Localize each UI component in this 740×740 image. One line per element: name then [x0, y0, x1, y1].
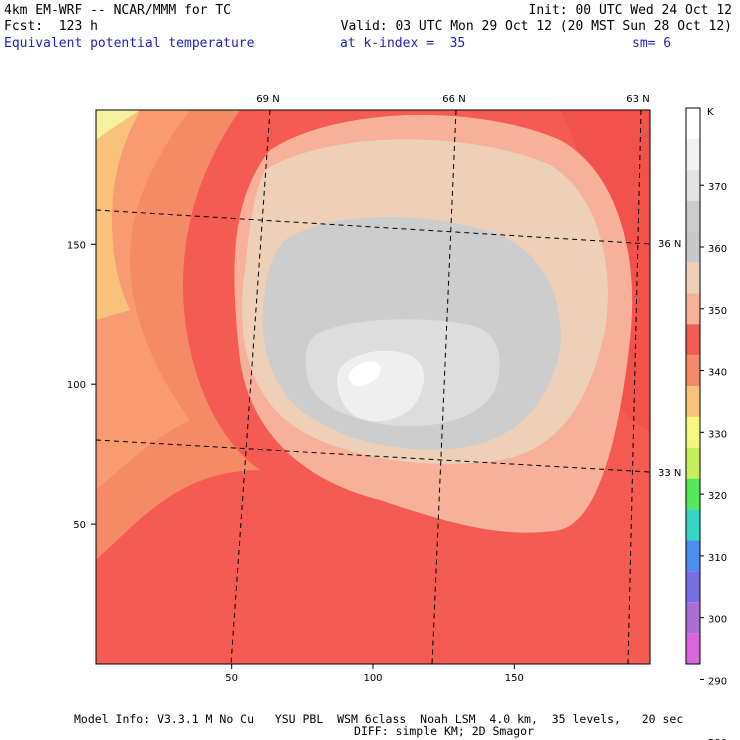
model-info: Model Info: V3.3.1 M No Cu YSU PBL WSM 6… — [74, 712, 684, 726]
colorbar-swatch — [686, 633, 700, 664]
y-tick-label: 150 — [67, 240, 86, 251]
y-tick-label: 100 — [67, 380, 86, 391]
colorbar-swatch — [686, 108, 700, 139]
forecast-hour: Fcst: 123 h — [4, 19, 98, 34]
smoothing-info: sm= 6 — [632, 36, 672, 51]
colorbar-label: 360 — [708, 244, 727, 255]
colorbar-label: 370 — [708, 182, 727, 193]
colorbar-swatch — [686, 386, 700, 417]
field-333 — [96, 110, 190, 490]
meridian-66 — [431, 110, 457, 664]
init-time: Init: 00 UTC Wed 24 Oct 12 — [528, 3, 733, 18]
colorbar-frame — [685, 107, 701, 665]
colorbar-swatch — [686, 324, 700, 356]
colorbar-label: 340 — [708, 368, 727, 379]
longitude-label: 69 N — [256, 94, 279, 105]
x-tick-label: 150 — [505, 673, 524, 684]
latitude-label: 33 N — [658, 468, 681, 479]
model-title: 4km EM-WRF -- NCAR/MMM for TC — [4, 3, 231, 18]
longitude-label: 63 N — [626, 94, 649, 105]
colorbar-swatch — [686, 602, 700, 634]
colorbar-label: 310 — [708, 553, 727, 564]
colorbar-swatch — [686, 293, 700, 325]
parallel-33 — [96, 439, 650, 473]
colorbar-swatch — [686, 262, 700, 294]
field-layer — [96, 110, 650, 664]
colorbar-swatch — [686, 447, 700, 479]
meridian-63 — [627, 110, 642, 664]
x-tick-label: 100 — [363, 673, 382, 684]
colorbar-swatch — [686, 169, 700, 201]
diffusion-info: DIFF: simple KM; 2D Smagor — [354, 724, 535, 738]
x-tick-label: 50 — [225, 673, 238, 684]
colorbar-swatch — [686, 478, 700, 510]
colorbar-label: 290 — [708, 676, 727, 687]
latitude-label: 36 N — [658, 239, 681, 250]
colorbar-swatch — [686, 416, 700, 448]
colorbar-unit: K — [707, 107, 714, 118]
colorbar-label: 300 — [708, 615, 727, 626]
colorbar-swatch — [686, 509, 700, 541]
valid-time: Valid: 03 UTC Mon 29 Oct 12 (20 MST Sun … — [340, 19, 732, 34]
colorbar-label: 330 — [708, 429, 727, 440]
field-375 — [348, 361, 381, 386]
variable-name: Equivalent potential temperature — [4, 36, 255, 51]
colorbar-label: 280 — [708, 738, 727, 740]
field-320 — [96, 110, 140, 140]
colorbar-swatch — [686, 231, 700, 263]
colorbar-swatch — [686, 540, 700, 572]
meridian-69 — [230, 110, 271, 664]
colorbar-label: 350 — [708, 306, 727, 317]
colorbar-label: 320 — [708, 491, 727, 502]
colorbar-swatch — [686, 355, 700, 386]
field-325 — [96, 110, 140, 320]
parallel-36 — [96, 209, 650, 245]
colorbar-swatch — [686, 200, 700, 232]
y-tick-label: 50 — [73, 520, 86, 531]
longitude-label: 66 N — [442, 94, 465, 105]
colorbar-swatch — [686, 571, 700, 603]
level-info: at k-index = 35 — [340, 36, 466, 51]
colorbar-swatch — [686, 138, 700, 170]
